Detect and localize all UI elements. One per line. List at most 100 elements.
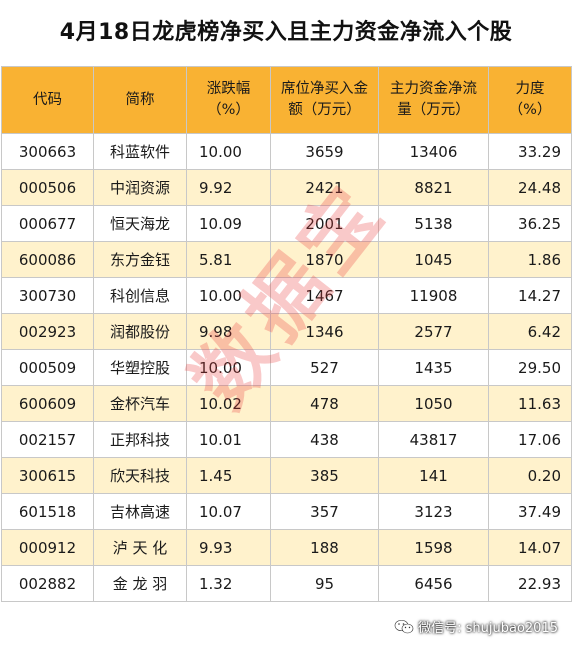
change-cell: 10.00 [186,349,271,386]
seat-net-buy-cell: 95 [270,565,379,602]
change-cell: 10.00 [186,133,271,170]
column-header: 代码 [1,66,94,134]
code-cell: 300730 [1,277,94,314]
main-flow-cell: 8821 [378,169,489,206]
main-flow-cell: 2577 [378,313,489,350]
column-header: 涨跌幅 （%） [186,66,271,134]
code-cell: 002882 [1,565,94,602]
strength-cell: 6.42 [488,313,572,350]
table-body: 300663 科蓝软件 10.00 3659 13406 33.29 000506 中润资源 9… [1,133,572,602]
column-header: 主力资金净流 量（万元） [378,66,489,134]
name-cell: 吉林高速 [93,493,187,530]
column-header-line: 代码 [33,91,62,108]
seat-net-buy-cell: 1870 [270,241,379,278]
name-cell: 科创信息 [93,277,187,314]
strength-cell: 1.86 [488,241,572,278]
table-row: 000509 华塑控股 10.00 527 1435 29.50 [1,349,572,386]
main-flow-cell: 3123 [378,493,489,530]
change-cell: 10.02 [186,385,271,422]
column-header: 简称 [93,66,187,134]
table-row: 601518 吉林高速 10.07 357 3123 37.49 [1,493,572,530]
column-header-line: 简称 [125,91,155,108]
name-cell: 科蓝软件 [93,133,187,170]
table-row: 600086 东方金钰 5.81 1870 1045 1.86 [1,241,572,278]
change-cell: 10.07 [186,493,271,530]
seat-net-buy-cell: 1346 [270,313,379,350]
name-cell: 欣天科技 [93,457,187,494]
code-cell: 601518 [1,493,94,530]
stock-table: 代码 简称 涨跌幅 （%） 席位净买入金 额（万元） 主力资金净流 量（万元） 力度 （%） 30… [1,66,572,602]
main-flow-cell: 1050 [378,385,489,422]
table-row: 600609 金杯汽车 10.02 478 1050 11.63 [1,385,572,422]
table-row: 002882 金 龙 羽 1.32 95 6456 22.93 [1,565,572,602]
main-flow-cell: 1045 [378,241,489,278]
column-header-line: 额（万元） [288,102,361,118]
strength-cell: 17.06 [488,421,572,458]
main-flow-cell: 13406 [378,133,489,170]
table-row: 300615 欣天科技 1.45 385 141 0.20 [1,457,572,494]
column-header-line: 主力资金净流 [390,81,477,97]
strength-cell: 14.27 [488,277,572,314]
name-cell: 恒天海龙 [93,205,187,242]
table-row: 300730 科创信息 10.00 1467 11908 14.27 [1,277,572,314]
code-cell: 600609 [1,385,94,422]
name-cell: 正邦科技 [93,421,187,458]
strength-cell: 11.63 [488,385,572,422]
seat-net-buy-cell: 527 [270,349,379,386]
change-cell: 10.09 [186,205,271,242]
column-header-line: （%） [508,102,552,118]
column-header-line: 力度 [515,81,545,97]
seat-net-buy-cell: 478 [270,385,379,422]
code-cell: 600086 [1,241,94,278]
strength-cell: 36.25 [488,205,572,242]
table-row: 300663 科蓝软件 10.00 3659 13406 33.29 [1,133,572,170]
name-cell: 中润资源 [93,169,187,206]
code-cell: 300615 [1,457,94,494]
strength-cell: 29.50 [488,349,572,386]
change-cell: 9.98 [186,313,271,350]
seat-net-buy-cell: 1467 [270,277,379,314]
strength-cell: 14.07 [488,529,572,566]
strength-cell: 24.48 [488,169,572,206]
seat-net-buy-cell: 357 [270,493,379,530]
main-flow-cell: 6456 [378,565,489,602]
seat-net-buy-cell: 385 [270,457,379,494]
change-cell: 5.81 [186,241,271,278]
seat-net-buy-cell: 2001 [270,205,379,242]
code-cell: 000912 [1,529,94,566]
main-flow-cell: 141 [378,457,489,494]
column-header: 席位净买入金 额（万元） [270,66,379,134]
seat-net-buy-cell: 188 [270,529,379,566]
name-cell: 金杯汽车 [93,385,187,422]
name-cell: 东方金钰 [93,241,187,278]
name-cell: 金 龙 羽 [93,565,187,602]
table-row: 000677 恒天海龙 10.09 2001 5138 36.25 [1,205,572,242]
column-header-line: 涨跌幅 [206,81,251,97]
name-cell: 润都股份 [93,313,187,350]
page-title: 4月18日龙虎榜净买入且主力资金净流入个股 [59,20,513,45]
code-cell: 000677 [1,205,94,242]
code-cell: 002157 [1,421,94,458]
name-cell: 泸 天 化 [93,529,187,566]
strength-cell: 22.93 [488,565,572,602]
change-cell: 9.92 [186,169,271,206]
code-cell: 000506 [1,169,94,206]
column-header-line: （%） [207,102,250,118]
column-header-line: 席位净买入金 [281,81,368,97]
seat-net-buy-cell: 2421 [270,169,379,206]
wechat-icon [394,619,414,633]
change-cell: 1.45 [186,457,271,494]
strength-cell: 33.29 [488,133,572,170]
table-row: 002923 润都股份 9.98 1346 2577 6.42 [1,313,572,350]
strength-cell: 0.20 [488,457,572,494]
change-cell: 1.32 [186,565,271,602]
table-row: 000506 中润资源 9.92 2421 8821 24.48 [1,169,572,206]
wechat-badge: 微信号: shujubao2015 [394,617,558,636]
table-header-row: 代码 简称 涨跌幅 （%） 席位净买入金 额（万元） 主力资金净流 量（万元） 力度 （%） [1,66,572,134]
strength-cell: 37.49 [488,493,572,530]
column-header: 力度 （%） [488,66,572,134]
table-row: 000912 泸 天 化 9.93 188 1598 14.07 [1,529,572,566]
code-cell: 000509 [1,349,94,386]
change-cell: 10.00 [186,277,271,314]
change-cell: 10.01 [186,421,271,458]
